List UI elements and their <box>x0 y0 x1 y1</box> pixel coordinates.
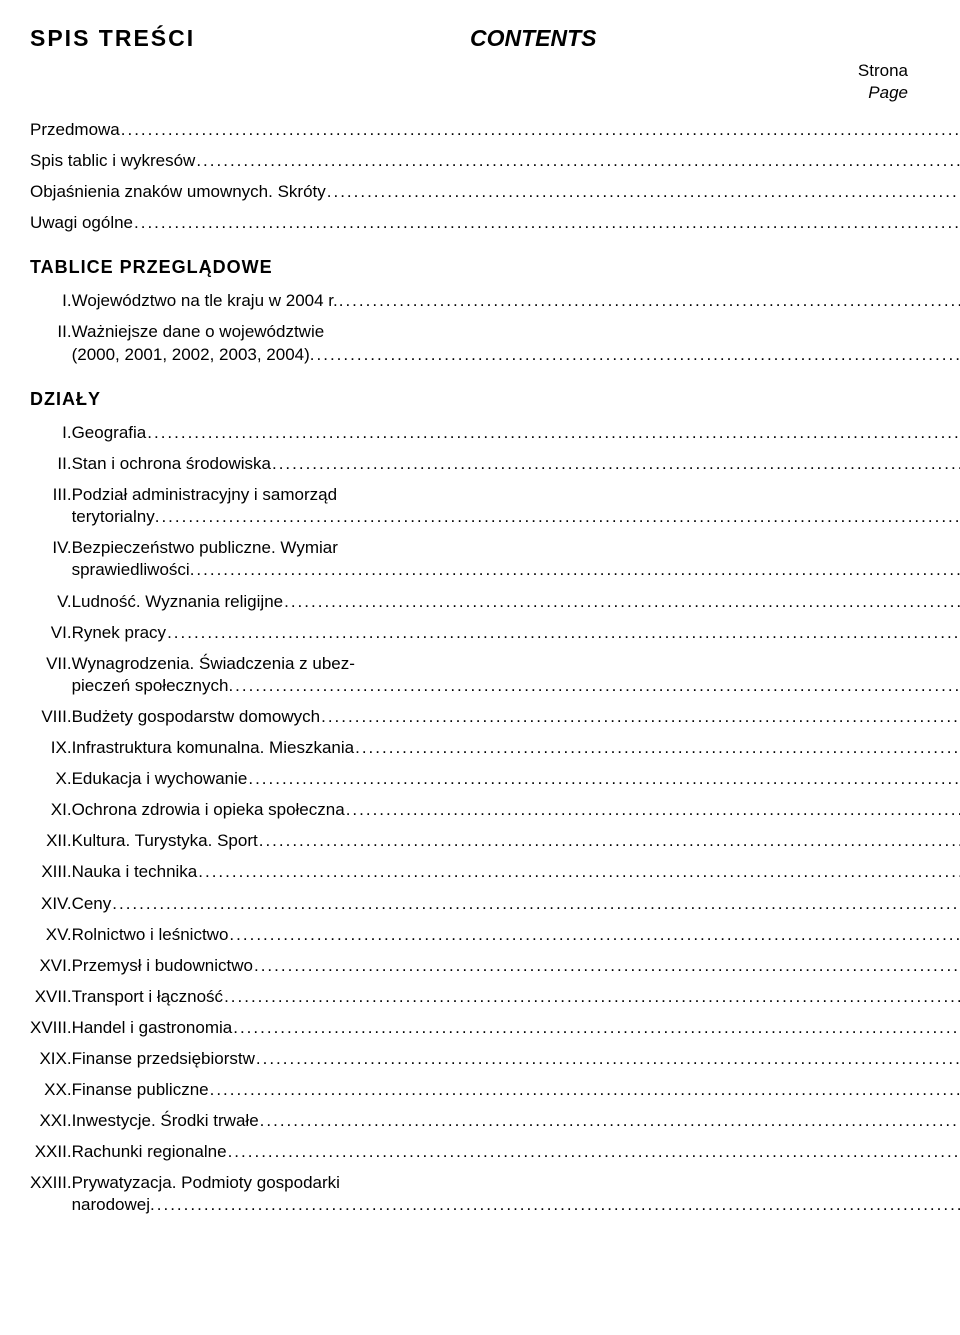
row-polish: Uwagi ogólne ...........................… <box>30 207 960 238</box>
toc-row: IV.Bezpieczeństwo publiczne. Wymiarspraw… <box>30 533 960 586</box>
row-number: XXIII. <box>30 1168 72 1221</box>
toc-row: II.Ważniejsze dane o województwie(2000, … <box>30 317 960 370</box>
toc-row: XIII.Nauka i technika ..................… <box>30 857 960 888</box>
toc-row: Przedmowa ..............................… <box>30 114 960 145</box>
row-polish: Ceny ...................................… <box>72 888 960 919</box>
toc-row: VI.Rynek pracy .........................… <box>30 617 960 648</box>
title-polish: SPIS TREŚCI <box>30 24 470 54</box>
row-number: II. <box>30 317 72 370</box>
toc-row: XVII.Transport i łączność ..............… <box>30 981 960 1012</box>
row-polish: Geografia ..............................… <box>72 418 960 449</box>
row-polish: Finanse publiczne ......................… <box>72 1075 960 1106</box>
toc-row: XXIII.Prywatyzacja. Podmioty gospodarkin… <box>30 1168 960 1221</box>
toc-row: XV.Rolnictwo i leśnictwo ...............… <box>30 919 960 950</box>
section-header-row: DZIAŁYCHAPTERS <box>30 370 960 417</box>
row-number: XII. <box>30 826 72 857</box>
toc-row: X.Edukacja i wychowanie ................… <box>30 764 960 795</box>
title-english: CONTENTS <box>470 24 920 54</box>
row-number: II. <box>30 449 72 480</box>
toc-row: XIV.Ceny ...............................… <box>30 888 960 919</box>
toc-row: XI.Ochrona zdrowia i opieka społeczna ..… <box>30 795 960 826</box>
row-polish: Bezpieczeństwo publiczne. Wymiarsprawied… <box>72 533 960 586</box>
row-polish: Rynek pracy ............................… <box>72 617 960 648</box>
toc-row: I.Geografia ............................… <box>30 418 960 449</box>
row-polish: Finanse przedsiębiorstw ................… <box>72 1043 960 1074</box>
toc-row: XXI.Inwestycje. Środki trwałe ..........… <box>30 1106 960 1137</box>
toc-row: VII.Wynagrodzenia. Świadczenia z ubez-pi… <box>30 648 960 701</box>
row-polish: Wynagrodzenia. Świadczenia z ubez-piecze… <box>72 648 960 701</box>
row-number: V. <box>30 586 72 617</box>
row-number: IX. <box>30 733 72 764</box>
row-polish: Prywatyzacja. Podmioty gospodarkinarodow… <box>72 1168 960 1221</box>
row-number: IV. <box>30 533 72 586</box>
row-polish: Spis tablic i wykresów .................… <box>30 145 960 176</box>
toc-row: XVIII.Handel i gastronomia .............… <box>30 1012 960 1043</box>
toc-row: XII.Kultura. Turystyka. Sport ..........… <box>30 826 960 857</box>
toc-table: Przedmowa ..............................… <box>30 114 960 1221</box>
section-header-polish: TABLICE PRZEGLĄDOWE <box>30 238 960 285</box>
title-row: SPIS TREŚCI CONTENTS <box>30 24 920 54</box>
row-polish: Ważniejsze dane o województwie(2000, 200… <box>72 317 960 370</box>
toc-row: XIX.Finanse przedsiębiorstw ............… <box>30 1043 960 1074</box>
row-polish: Handel i gastronomia ...................… <box>72 1012 960 1043</box>
section-header-polish: DZIAŁY <box>30 370 960 417</box>
toc-row: II.Stan i ochrona środowiska ...........… <box>30 449 960 480</box>
row-number: XIV. <box>30 888 72 919</box>
row-number: VIII. <box>30 701 72 732</box>
row-polish: Stan i ochrona środowiska ..............… <box>72 449 960 480</box>
page-column-header: Strona Page <box>30 60 920 104</box>
row-polish: Inwestycje. Środki trwałe ..............… <box>72 1106 960 1137</box>
toc-row: XX.Finanse publiczne ...................… <box>30 1075 960 1106</box>
toc-row: I.Województwo na tle kraju w 2004 r. ...… <box>30 286 960 317</box>
section-header-row: TABLICE PRZEGLĄDOWEREVIEW TABLES <box>30 238 960 285</box>
toc-row: XVI.Przemysł i budownictwo .............… <box>30 950 960 981</box>
toc-row: VIII.Budżety gospodarstw domowych ......… <box>30 701 960 732</box>
row-number: I. <box>30 286 72 317</box>
row-number: XVI. <box>30 950 72 981</box>
row-number: XXI. <box>30 1106 72 1137</box>
page-label: Page <box>30 82 908 104</box>
row-number: X. <box>30 764 72 795</box>
row-polish: Przemysł i budownictwo .................… <box>72 950 960 981</box>
row-number: XI. <box>30 795 72 826</box>
row-polish: Podział administracyjny i samorządteryto… <box>72 480 960 533</box>
row-polish: Rolnictwo i leśnictwo ..................… <box>72 919 960 950</box>
row-polish: Edukacja i wychowanie ..................… <box>72 764 960 795</box>
row-polish: Nauka i technika .......................… <box>72 857 960 888</box>
toc-row: V.Ludność. Wyznania religijne ..........… <box>30 586 960 617</box>
row-polish: Transport i łączność ...................… <box>72 981 960 1012</box>
row-number: III. <box>30 480 72 533</box>
row-polish: Kultura. Turystyka. Sport ..............… <box>72 826 960 857</box>
row-polish: Budżety gospodarstw domowych ...........… <box>72 701 960 732</box>
toc-row: XXII.Rachunki regionalne ...............… <box>30 1137 960 1168</box>
row-polish: Ochrona zdrowia i opieka społeczna .....… <box>72 795 960 826</box>
row-number: XVII. <box>30 981 72 1012</box>
toc-row: Uwagi ogólne ...........................… <box>30 207 960 238</box>
row-polish: Ludność. Wyznania religijne ............… <box>72 586 960 617</box>
row-number: XVIII. <box>30 1012 72 1043</box>
row-number: XV. <box>30 919 72 950</box>
row-number: VI. <box>30 617 72 648</box>
toc-row: IX.Infrastruktura komunalna. Mieszkania … <box>30 733 960 764</box>
row-polish: Rachunki regionalne ....................… <box>72 1137 960 1168</box>
toc-row: III.Podział administracyjny i samorządte… <box>30 480 960 533</box>
row-number: XIII. <box>30 857 72 888</box>
row-number: XX. <box>30 1075 72 1106</box>
toc-row: Objaśnienia znaków umownych. Skróty ....… <box>30 176 960 207</box>
row-number: I. <box>30 418 72 449</box>
row-number: XXII. <box>30 1137 72 1168</box>
row-polish: Objaśnienia znaków umownych. Skróty ....… <box>30 176 960 207</box>
row-polish: Województwo na tle kraju w 2004 r. .....… <box>72 286 960 317</box>
row-polish: Infrastruktura komunalna. Mieszkania ...… <box>72 733 960 764</box>
strona-label: Strona <box>30 60 908 82</box>
toc-row: Spis tablic i wykresów .................… <box>30 145 960 176</box>
row-number: XIX. <box>30 1043 72 1074</box>
row-number: VII. <box>30 648 72 701</box>
row-polish: Przedmowa ..............................… <box>30 114 960 145</box>
